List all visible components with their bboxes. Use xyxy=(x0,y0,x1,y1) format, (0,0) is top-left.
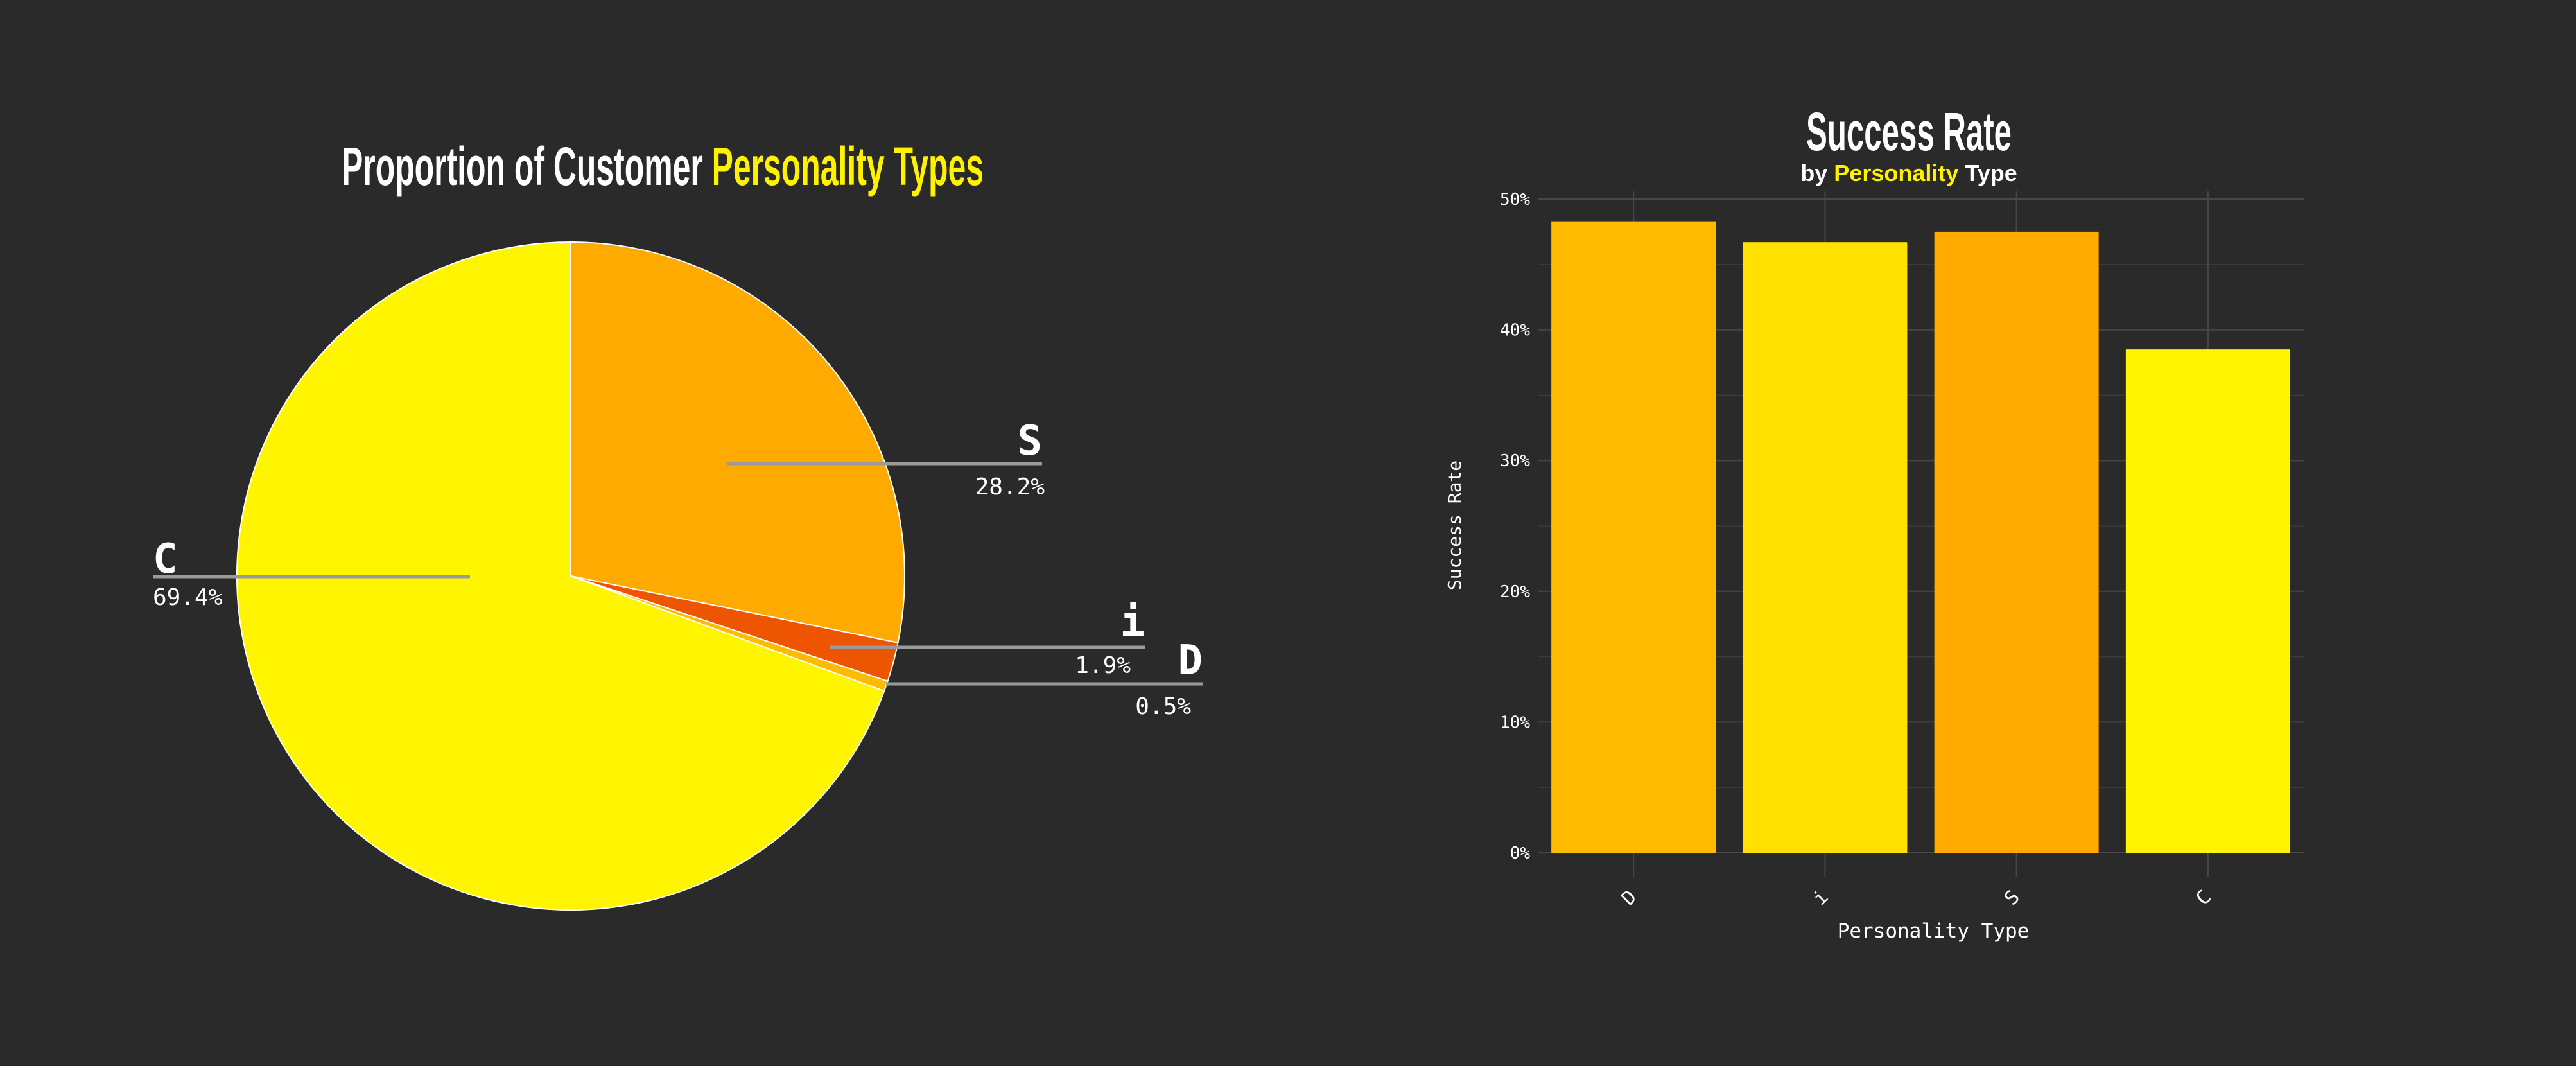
pie-slice-c xyxy=(236,241,885,911)
pie-slices xyxy=(236,241,905,911)
bar-subtitle-highlight: Personality xyxy=(1834,160,1958,186)
bar-chart: Success Rate by Personality Type 0% 10% 20… xyxy=(1444,101,2304,943)
x-tick-label: i xyxy=(1809,886,1833,911)
bar-c xyxy=(2125,349,2290,853)
pie-slice-s xyxy=(570,241,905,644)
slice-value-d: 0.5% xyxy=(1135,694,1191,720)
pie-chart: Proportion of Customer Personality Types… xyxy=(153,136,1203,911)
bar-x-axis-label: Personality Type xyxy=(1838,920,2030,943)
bar-subtitle-prefix: by xyxy=(1800,160,1834,186)
bar-y-axis-label: Success Rate xyxy=(1444,460,1465,590)
slice-value-i: 1.9% xyxy=(1075,652,1131,679)
bar-chart-title: Success Rate xyxy=(1806,101,2012,162)
pie-chart-title: Proportion of Customer Personality Types xyxy=(342,136,984,197)
pie-title-prefix: Proportion of Customer xyxy=(342,136,712,197)
y-tick-label: 0% xyxy=(1510,844,1531,863)
bar-bars xyxy=(1551,221,2290,853)
bar-chart-subtitle: by Personality Type xyxy=(1800,160,2017,186)
bar-s xyxy=(1934,231,2099,853)
bar-d xyxy=(1551,221,1716,853)
slice-value-s: 28.2% xyxy=(975,474,1045,500)
y-tick-label: 20% xyxy=(1500,582,1530,602)
y-tick-label: 30% xyxy=(1500,451,1530,471)
x-tick-label: C xyxy=(2191,886,2216,911)
y-tick-label: 50% xyxy=(1500,190,1530,209)
x-tick-label: S xyxy=(2000,886,2024,911)
pie-title-highlight: Personality Types xyxy=(712,136,984,197)
y-tick-label: 40% xyxy=(1500,321,1530,340)
pie-leader-lines xyxy=(153,462,1203,686)
bar-subtitle-suffix: Type xyxy=(1958,160,2017,186)
slice-label-i: i xyxy=(1120,599,1145,646)
bar-y-tick-labels: 0% 10% 20% 30% 40% 50% xyxy=(1500,190,1530,863)
slice-label-d: D xyxy=(1178,637,1203,685)
slice-label-c: C xyxy=(153,536,178,583)
x-tick-label: D xyxy=(1617,886,1642,911)
slice-value-c: 69.4% xyxy=(153,584,223,611)
slice-label-s: S xyxy=(1017,417,1042,465)
bar-i xyxy=(1743,242,1908,853)
y-tick-label: 10% xyxy=(1500,713,1530,732)
pie-labels: S 28.2% i 1.9% D 0.5% C 69.4% xyxy=(153,417,1203,720)
